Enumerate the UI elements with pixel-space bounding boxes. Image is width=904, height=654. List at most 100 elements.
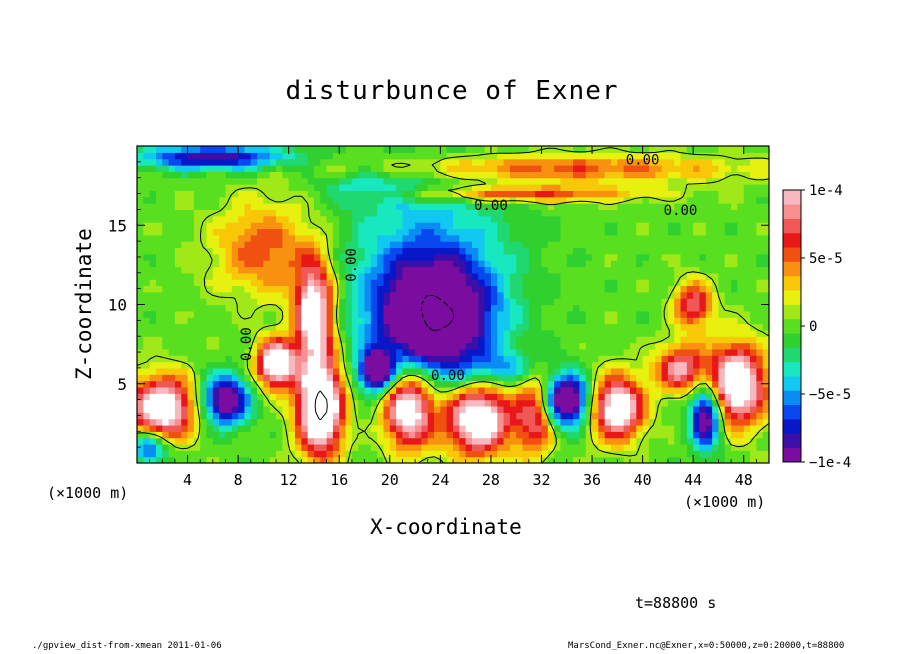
heatmap-cell [307,412,315,420]
heatmap-cell [516,228,524,236]
heatmap-cell [743,260,751,268]
heatmap-cell [408,177,416,185]
heatmap-cell [674,215,682,223]
heatmap-cell [585,412,593,420]
heatmap-cell [200,374,208,382]
heatmap-cell [541,266,549,274]
heatmap-cell [238,165,246,172]
heatmap-cell [743,355,751,363]
heatmap-cell [611,304,618,312]
heatmap-cell [547,380,555,388]
heatmap-cell [200,405,208,413]
heatmap-cell [585,196,593,204]
heatmap-cell [370,234,378,242]
heatmap-cell [718,310,726,318]
heatmap-cell [579,209,587,217]
heatmap-cell [276,405,283,413]
heatmap-cell [282,374,290,382]
heatmap-cell [522,380,530,388]
heatmap-cell [762,405,769,413]
heatmap-cell [282,190,290,198]
heatmap-cell [219,222,227,230]
heatmap-cell [301,222,309,230]
heatmap-cell [642,215,650,223]
heatmap-cell [200,247,208,255]
heatmap-cell [471,355,479,363]
heatmap-cell [497,285,505,293]
heatmap-cell [453,418,460,426]
heatmap-cell [478,348,486,356]
heatmap-cell [377,171,385,179]
heatmap-cell [554,412,562,420]
heatmap-cell [137,424,144,432]
heatmap-cell [421,222,429,230]
heatmap-cell [674,374,682,382]
heatmap-cell [326,399,334,407]
heatmap-cell [225,380,233,388]
heatmap-cell [364,424,372,432]
heatmap-cell [471,266,479,274]
heatmap-cell [339,260,347,268]
heatmap-cell [611,222,618,230]
heatmap-cell [667,386,675,394]
heatmap-cell [320,399,328,407]
heatmap-cell [181,367,189,375]
heatmap-cell [453,190,460,198]
heatmap-cell [648,177,656,185]
heatmap-cell [693,184,701,191]
heatmap-cell [484,209,492,217]
heatmap-cell [295,272,302,280]
heatmap-cell [623,146,631,153]
heatmap-cell [737,355,745,363]
heatmap-cell [326,443,334,451]
heatmap-cell [648,456,656,463]
heatmap-cell [667,228,675,236]
heatmap-cell [377,361,385,369]
heatmap-cell [750,304,757,312]
heatmap-cell [162,152,170,160]
heatmap-cell [162,304,170,312]
heatmap-cell [661,253,669,261]
heatmap-cell [680,386,688,394]
heatmap-cell [554,393,562,401]
heatmap-cell [459,367,467,375]
heatmap-cell [200,443,208,451]
heatmap-cell [585,367,593,375]
heatmap-cell [743,348,751,356]
heatmap-cell [377,285,385,293]
heatmap-cell [737,405,745,413]
heatmap-cell [503,317,511,325]
heatmap-cell [434,196,441,204]
heatmap-cell [168,367,176,375]
heatmap-cell [598,165,606,172]
heatmap-cell [611,285,618,293]
heatmap-cell [560,329,568,337]
heatmap-cell [503,253,511,261]
heatmap-cell [193,310,201,318]
heatmap-cell [396,203,404,210]
heatmap-cell [503,348,511,356]
heatmap-cell [579,450,587,458]
heatmap-cell [598,291,606,299]
heatmap-cell [339,380,347,388]
heatmap-cell [541,215,549,223]
heatmap-cell [693,203,701,210]
heatmap-cell [168,234,176,242]
heatmap-cell [168,203,176,210]
heatmap-cell [604,184,612,191]
heatmap-cell [585,317,593,325]
heatmap-cell [206,177,214,185]
heatmap-cell [307,298,315,306]
heatmap-cell [238,342,246,350]
heatmap-cell [351,298,359,306]
heatmap-cell [282,380,290,388]
heatmap-cell [541,298,549,306]
heatmap-cell [566,317,574,325]
heatmap-cell [238,405,246,413]
heatmap-cell [250,158,258,166]
heatmap-cell [699,450,707,458]
heatmap-cell [471,329,479,337]
heatmap-cell [212,393,220,401]
heatmap-cell [389,190,397,198]
heatmap-cell [604,266,612,274]
